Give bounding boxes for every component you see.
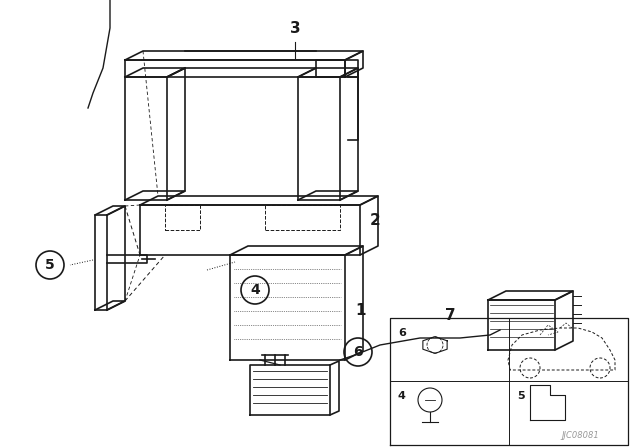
Text: 5: 5 <box>45 258 55 272</box>
Text: JJC08081: JJC08081 <box>561 431 599 440</box>
Text: 7: 7 <box>445 307 455 323</box>
Text: 1: 1 <box>355 302 365 318</box>
Text: 5: 5 <box>517 391 525 401</box>
Text: 2: 2 <box>370 212 381 228</box>
Text: 4: 4 <box>398 391 406 401</box>
Text: 3: 3 <box>290 21 300 35</box>
Text: 6: 6 <box>398 328 406 338</box>
Text: 6: 6 <box>353 345 363 359</box>
Text: 4: 4 <box>250 283 260 297</box>
